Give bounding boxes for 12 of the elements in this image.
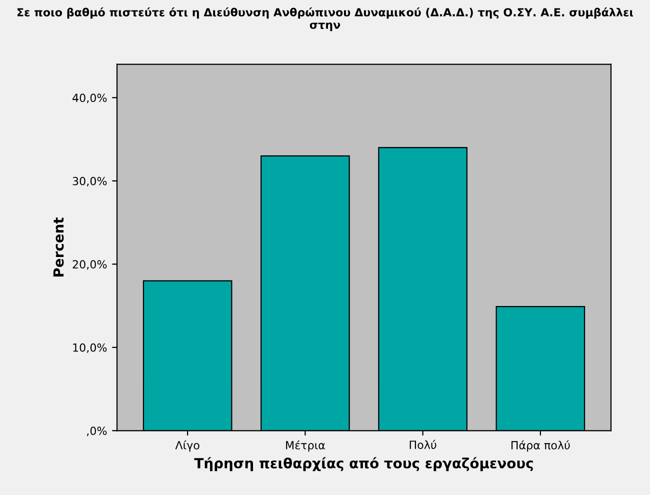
x-tick-label: Πολύ bbox=[410, 440, 436, 449]
x-axis-title: Τήρηση πειθαρχίας από τους εργαζόμενους bbox=[194, 457, 533, 472]
x-tick-label: Πάρα πολύ bbox=[511, 440, 570, 452]
x-tick-label: Λίγο bbox=[175, 440, 200, 452]
x-tick-label: Μέτρια bbox=[286, 440, 325, 452]
y-axis-title: Percent bbox=[53, 218, 64, 277]
y-tick-label: 10,0% bbox=[73, 343, 107, 353]
y-tick-label: 30,0% bbox=[72, 176, 107, 186]
chart-title: Σε ποιο βαθμό πιστεύτε ότι η Διεύθυνση Ανθρώπινου Δυναμικού (Δ.Α.Δ.) της Ο.ΣΥ. Α.Ε. συμβάλλει στην bbox=[17, 7, 634, 32]
y-tick-label: ,0% bbox=[86, 426, 107, 436]
y-tick-label: 40,0% bbox=[72, 94, 107, 104]
y-tick-label: 20,0% bbox=[72, 260, 107, 270]
